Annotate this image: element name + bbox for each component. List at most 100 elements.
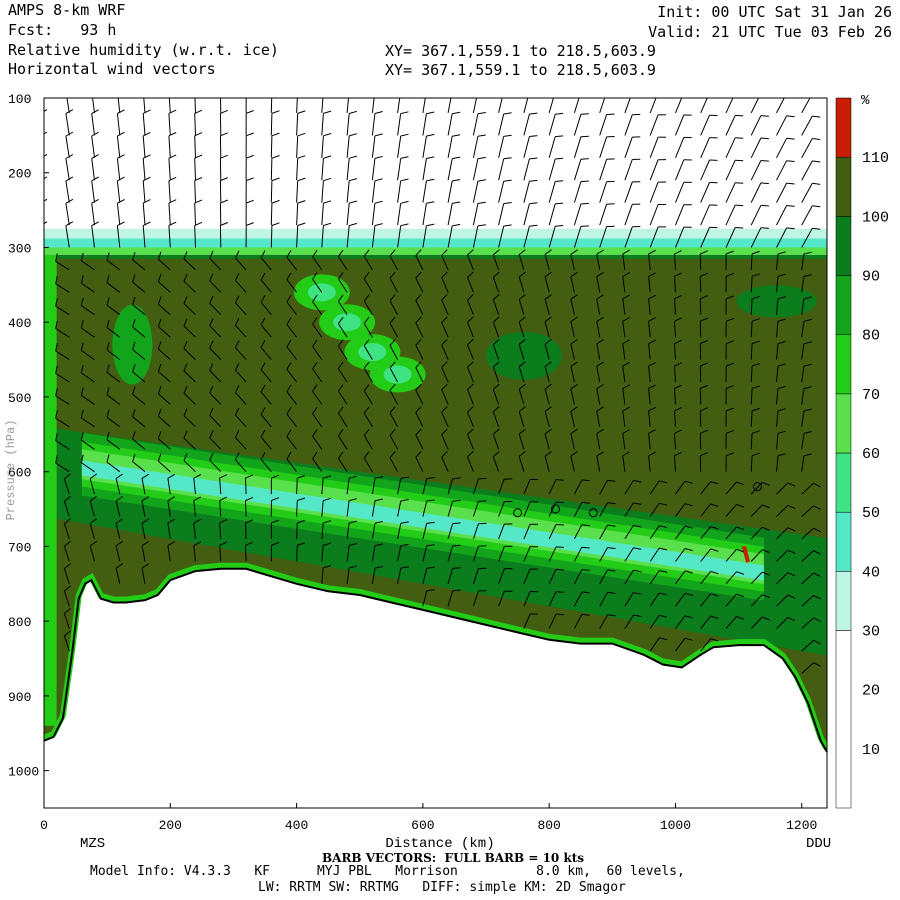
wind-barb-shaft [116, 180, 121, 203]
wind-barb-flag [736, 481, 745, 486]
wind-barb-flag [426, 111, 435, 115]
wind-barb-shaft [801, 183, 813, 203]
wind-barb-flag [132, 274, 136, 283]
wind-barb-shaft [321, 567, 324, 584]
wind-barb-shaft [81, 462, 95, 473]
colorbar-bin [835, 571, 852, 631]
wind-barb-shaft [142, 180, 146, 203]
wind-barb-shaft [776, 366, 779, 383]
wind-barb-flag [622, 249, 630, 255]
wind-barb-shaft [467, 411, 474, 427]
wind-barb-shaft [548, 591, 557, 607]
wind-barb-flag [349, 200, 358, 204]
wind-barb-shaft [467, 254, 474, 271]
wind-barb-flag [142, 131, 151, 137]
wind-barb-shaft [397, 203, 402, 226]
y-tick-label: 1000 [8, 765, 39, 780]
wind-barb-shaft [132, 438, 146, 450]
wind-barb-flag [581, 524, 590, 527]
wind-barb-flag [219, 474, 228, 479]
model-title: AMPS 8-km WRF [8, 1, 126, 19]
wind-barb-shaft [725, 204, 736, 226]
wind-barb-shaft [518, 411, 525, 427]
wind-barb-flag [183, 273, 188, 282]
wind-barb-flag [246, 199, 254, 204]
wind-barb-flag [751, 407, 760, 412]
wind-barb-flag [65, 198, 74, 204]
wind-barb-shaft [44, 448, 45, 450]
wind-barb-flag [349, 133, 358, 137]
wind-barb-shaft [674, 433, 676, 450]
wind-barb-shaft [622, 455, 626, 472]
wind-barb-shaft [422, 225, 427, 248]
wind-barb-flag [777, 385, 786, 389]
wind-barb-shaft [296, 113, 299, 136]
wind-barb-shaft [260, 346, 272, 360]
wind-barb-flag [735, 204, 744, 207]
wind-barb-flag [674, 451, 682, 457]
wind-barb-flag [363, 384, 370, 392]
wind-barb-shaft [312, 391, 323, 405]
wind-barb-flag [700, 384, 708, 389]
wind-barb-flag [91, 221, 99, 227]
wind-barb-shaft [115, 545, 121, 562]
wind-barb-shaft [260, 324, 272, 338]
wind-barb-flag [312, 249, 318, 258]
wind-barb-shaft [498, 478, 505, 495]
wind-barb-flag [193, 474, 202, 479]
wind-barb-flag [492, 338, 500, 345]
wind-barb-flag [91, 109, 99, 115]
wind-barb-shaft [492, 299, 500, 315]
wind-barb-shaft [467, 366, 474, 383]
wind-barb-flag [426, 499, 435, 502]
y-tick-label: 100 [8, 92, 31, 107]
wind-barb-shaft [337, 390, 348, 405]
wind-barb-flag [389, 406, 396, 414]
wind-barb-flag [374, 543, 383, 547]
wind-barb-flag [674, 317, 682, 322]
wind-barb-shaft [44, 515, 45, 517]
wind-barb-flag [44, 198, 48, 202]
wind-barb-shaft [270, 203, 273, 226]
wind-barb-shaft [544, 388, 550, 405]
wind-barb-flag [529, 202, 538, 205]
wind-barb-shaft [518, 366, 525, 383]
wind-barb-flag [106, 409, 110, 418]
wind-barb-flag [700, 452, 708, 457]
wind-barb-shaft [296, 225, 299, 248]
wind-barb-shaft [157, 281, 171, 293]
wind-barb-shaft [498, 591, 505, 607]
wind-barb-shaft [675, 503, 686, 517]
wind-barb-flag [786, 182, 795, 185]
wind-barb-flag [710, 570, 719, 575]
wind-barb-shaft [675, 525, 686, 540]
wind-barb-shaft [544, 433, 550, 450]
wind-barb-flag [684, 480, 693, 484]
wind-barb-flag [91, 154, 99, 159]
wind-barb-shaft [548, 501, 557, 517]
wind-barb-flag [286, 362, 292, 370]
wind-barb-shaft [157, 393, 171, 405]
wind-barb-flag [80, 320, 84, 329]
wind-barb-shaft [312, 323, 323, 338]
wind-barb-shaft [596, 321, 601, 338]
wind-barb-flag [167, 518, 176, 524]
wind-barb-flag [297, 155, 306, 159]
wind-barb-shaft [106, 371, 121, 383]
wind-barb-shaft [624, 569, 634, 585]
wind-barb-flag [312, 272, 318, 280]
wind-barb-shaft [599, 569, 609, 585]
wind-barb-shaft [523, 226, 530, 248]
wind-barb-shaft [573, 502, 583, 517]
wind-barb-flag [30, 276, 31, 284]
wind-barb-shaft [44, 110, 45, 113]
wind-barb-shaft [750, 115, 762, 136]
wind-barb-shaft [209, 459, 222, 473]
wind-barb-flag [193, 496, 202, 502]
wind-barb-shaft [472, 523, 479, 540]
wind-barb-shaft [548, 136, 556, 158]
wind-barb-flag [363, 249, 370, 257]
wind-barb-flag [762, 526, 770, 531]
wind-barb-shaft [776, 321, 779, 338]
wind-barb-shaft [622, 321, 626, 338]
